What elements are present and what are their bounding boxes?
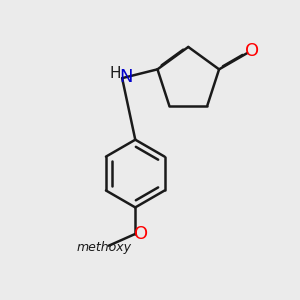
Text: H: H	[110, 66, 122, 81]
Text: O: O	[134, 225, 148, 243]
Text: N: N	[119, 68, 132, 86]
Text: methoxy: methoxy	[77, 241, 132, 254]
Text: O: O	[245, 42, 260, 60]
